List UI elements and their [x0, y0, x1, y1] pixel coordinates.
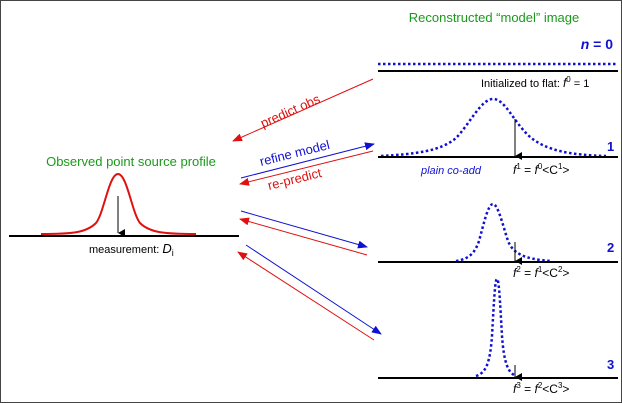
arrow-re-predict-3 [237, 251, 375, 341]
formula-f2: f2 = f1<C2> [513, 265, 569, 280]
plain-coadd-label: plain co-add [420, 165, 482, 177]
arrow-re-predict-2 [239, 217, 368, 256]
observed-profile-curve [40, 172, 197, 235]
formula-f3: f3 = f2<C3> [513, 381, 569, 396]
arrow-re-predict-1 [239, 150, 374, 186]
observed-title: Observed point source profile [46, 154, 216, 169]
reconstructed-title: Reconstructed “model” image [409, 10, 580, 25]
step-label-n0: n = 0 [581, 36, 614, 52]
arrow-refine-model [240, 142, 375, 179]
step-label-3: 3 [607, 357, 614, 372]
arrow-refine-2 [240, 210, 368, 249]
model-curve-1 [380, 97, 607, 158]
arrow-predict-obs [232, 78, 374, 142]
model-curve-3 [475, 277, 517, 378]
measurement-label: measurement: Di [89, 241, 174, 258]
formula-f1: f1 = f0<C1> [513, 162, 569, 177]
step-label-1: 1 [607, 139, 614, 154]
step-label-2: 2 [607, 240, 614, 255]
model-curve-2 [455, 202, 552, 263]
init-label: Initialized to flat: f0 = 1 [481, 75, 589, 90]
predict-obs-label: predict obs [258, 91, 323, 131]
arrow-refine-3 [245, 244, 382, 335]
